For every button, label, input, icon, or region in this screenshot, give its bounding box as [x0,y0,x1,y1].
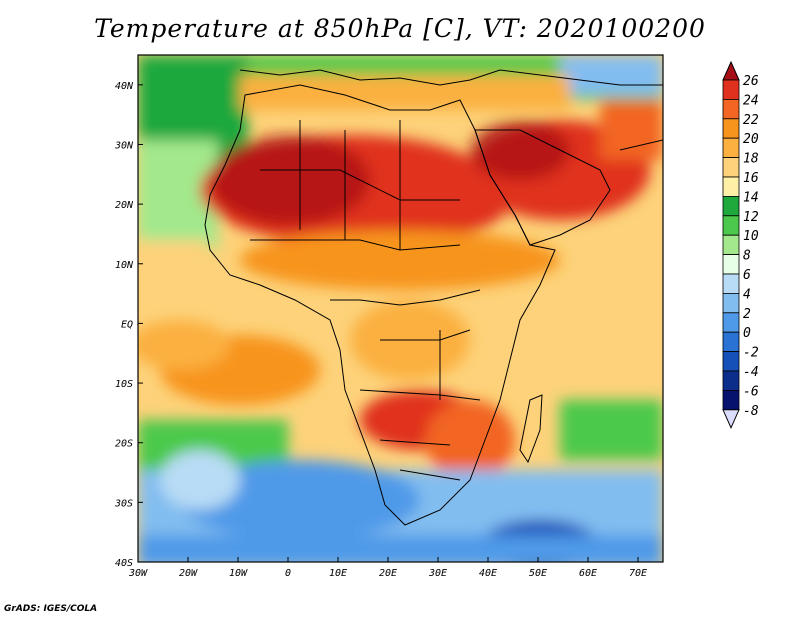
colorbar-label: -2 [743,346,759,361]
colorbar-box [722,370,740,391]
lat-tick-label: 40S [115,558,133,569]
colorbar-label: -6 [743,384,759,399]
colorbar-label: 0 [743,326,751,341]
colorbar-box [722,137,740,158]
lon-tick-label: 40E [479,568,497,579]
colorbar-label: 8 [743,249,751,264]
colorbar-label: 10 [743,229,759,244]
colorbar-box [722,79,740,100]
lat-tick-label: 30N [114,140,134,151]
colorbar-box [722,389,740,411]
colorbar-box [722,118,740,139]
lat-tick-label: 30S [114,498,133,509]
map-title: Temperature at 850hPa [C], VT: 202010020… [94,14,706,43]
temperature-field [138,55,663,562]
lon-tick-label: 20W [179,568,198,579]
colorbar-box [722,215,740,236]
lon-tick-label: 50E [529,568,547,579]
colorbar-label: -4 [743,365,759,380]
colorbar-bottom-arrow [722,409,740,430]
colorbar-label: 2 [743,307,751,322]
colorbar-box [722,351,740,372]
lat-tick-label: 20S [115,439,133,450]
colorbar-label: 18 [743,152,759,167]
colorbar-box [722,254,740,275]
colorbar-label: 4 [743,287,751,302]
lat-tick-label: 40N [115,81,134,92]
lon-tick-label: 20E [379,568,397,579]
colorbar-label: 26 [743,74,759,89]
coastlines [204,69,663,526]
lat-tick-label: EQ [121,319,133,330]
lon-tick-label: 10W [229,568,248,579]
colorbar-label: 12 [743,210,759,225]
lon-tick-label: 0 [285,568,291,579]
credit-text: GrADS: IGES/COLA [4,604,98,614]
lat-tick-label: 20N [115,200,134,211]
map-frame [137,54,664,563]
longitude-axis: 30W 20W 10W 0 10E 20E 30E 40E 50E 60E 70E [128,557,647,579]
colorbar-label: 16 [743,171,759,186]
lon-tick-label: 30E [428,568,447,579]
lon-tick-label: 60E [579,568,597,579]
colorbar-box [722,234,740,255]
colorbar-top-arrow [722,60,740,81]
lat-tick-label: 10N [115,260,134,271]
colorbar-box [722,195,740,217]
colorbar-label: 24 [743,93,759,108]
lon-tick-label: 30W [128,568,148,579]
colorbar-box [722,292,740,314]
colorbar-label: 14 [743,190,759,205]
colorbar-label: -8 [743,404,759,419]
lon-tick-label: 10E [329,568,347,579]
lat-tick-label: 10S [115,379,133,390]
latitude-axis: 40N 30N 20N 10N EQ 10S 20S 30S 40S [114,81,143,569]
colorbar-label: 6 [743,268,751,283]
lon-tick-label: 70E [629,568,647,579]
colorbar-box [722,99,740,120]
colorbar-box [722,312,740,333]
colorbar-box [722,176,740,197]
colorbar-label: 20 [743,132,759,147]
colorbar-box [722,273,740,294]
colorbar-box [722,331,740,353]
colorbar-label: 22 [743,113,759,128]
colorbar-box [722,157,740,178]
